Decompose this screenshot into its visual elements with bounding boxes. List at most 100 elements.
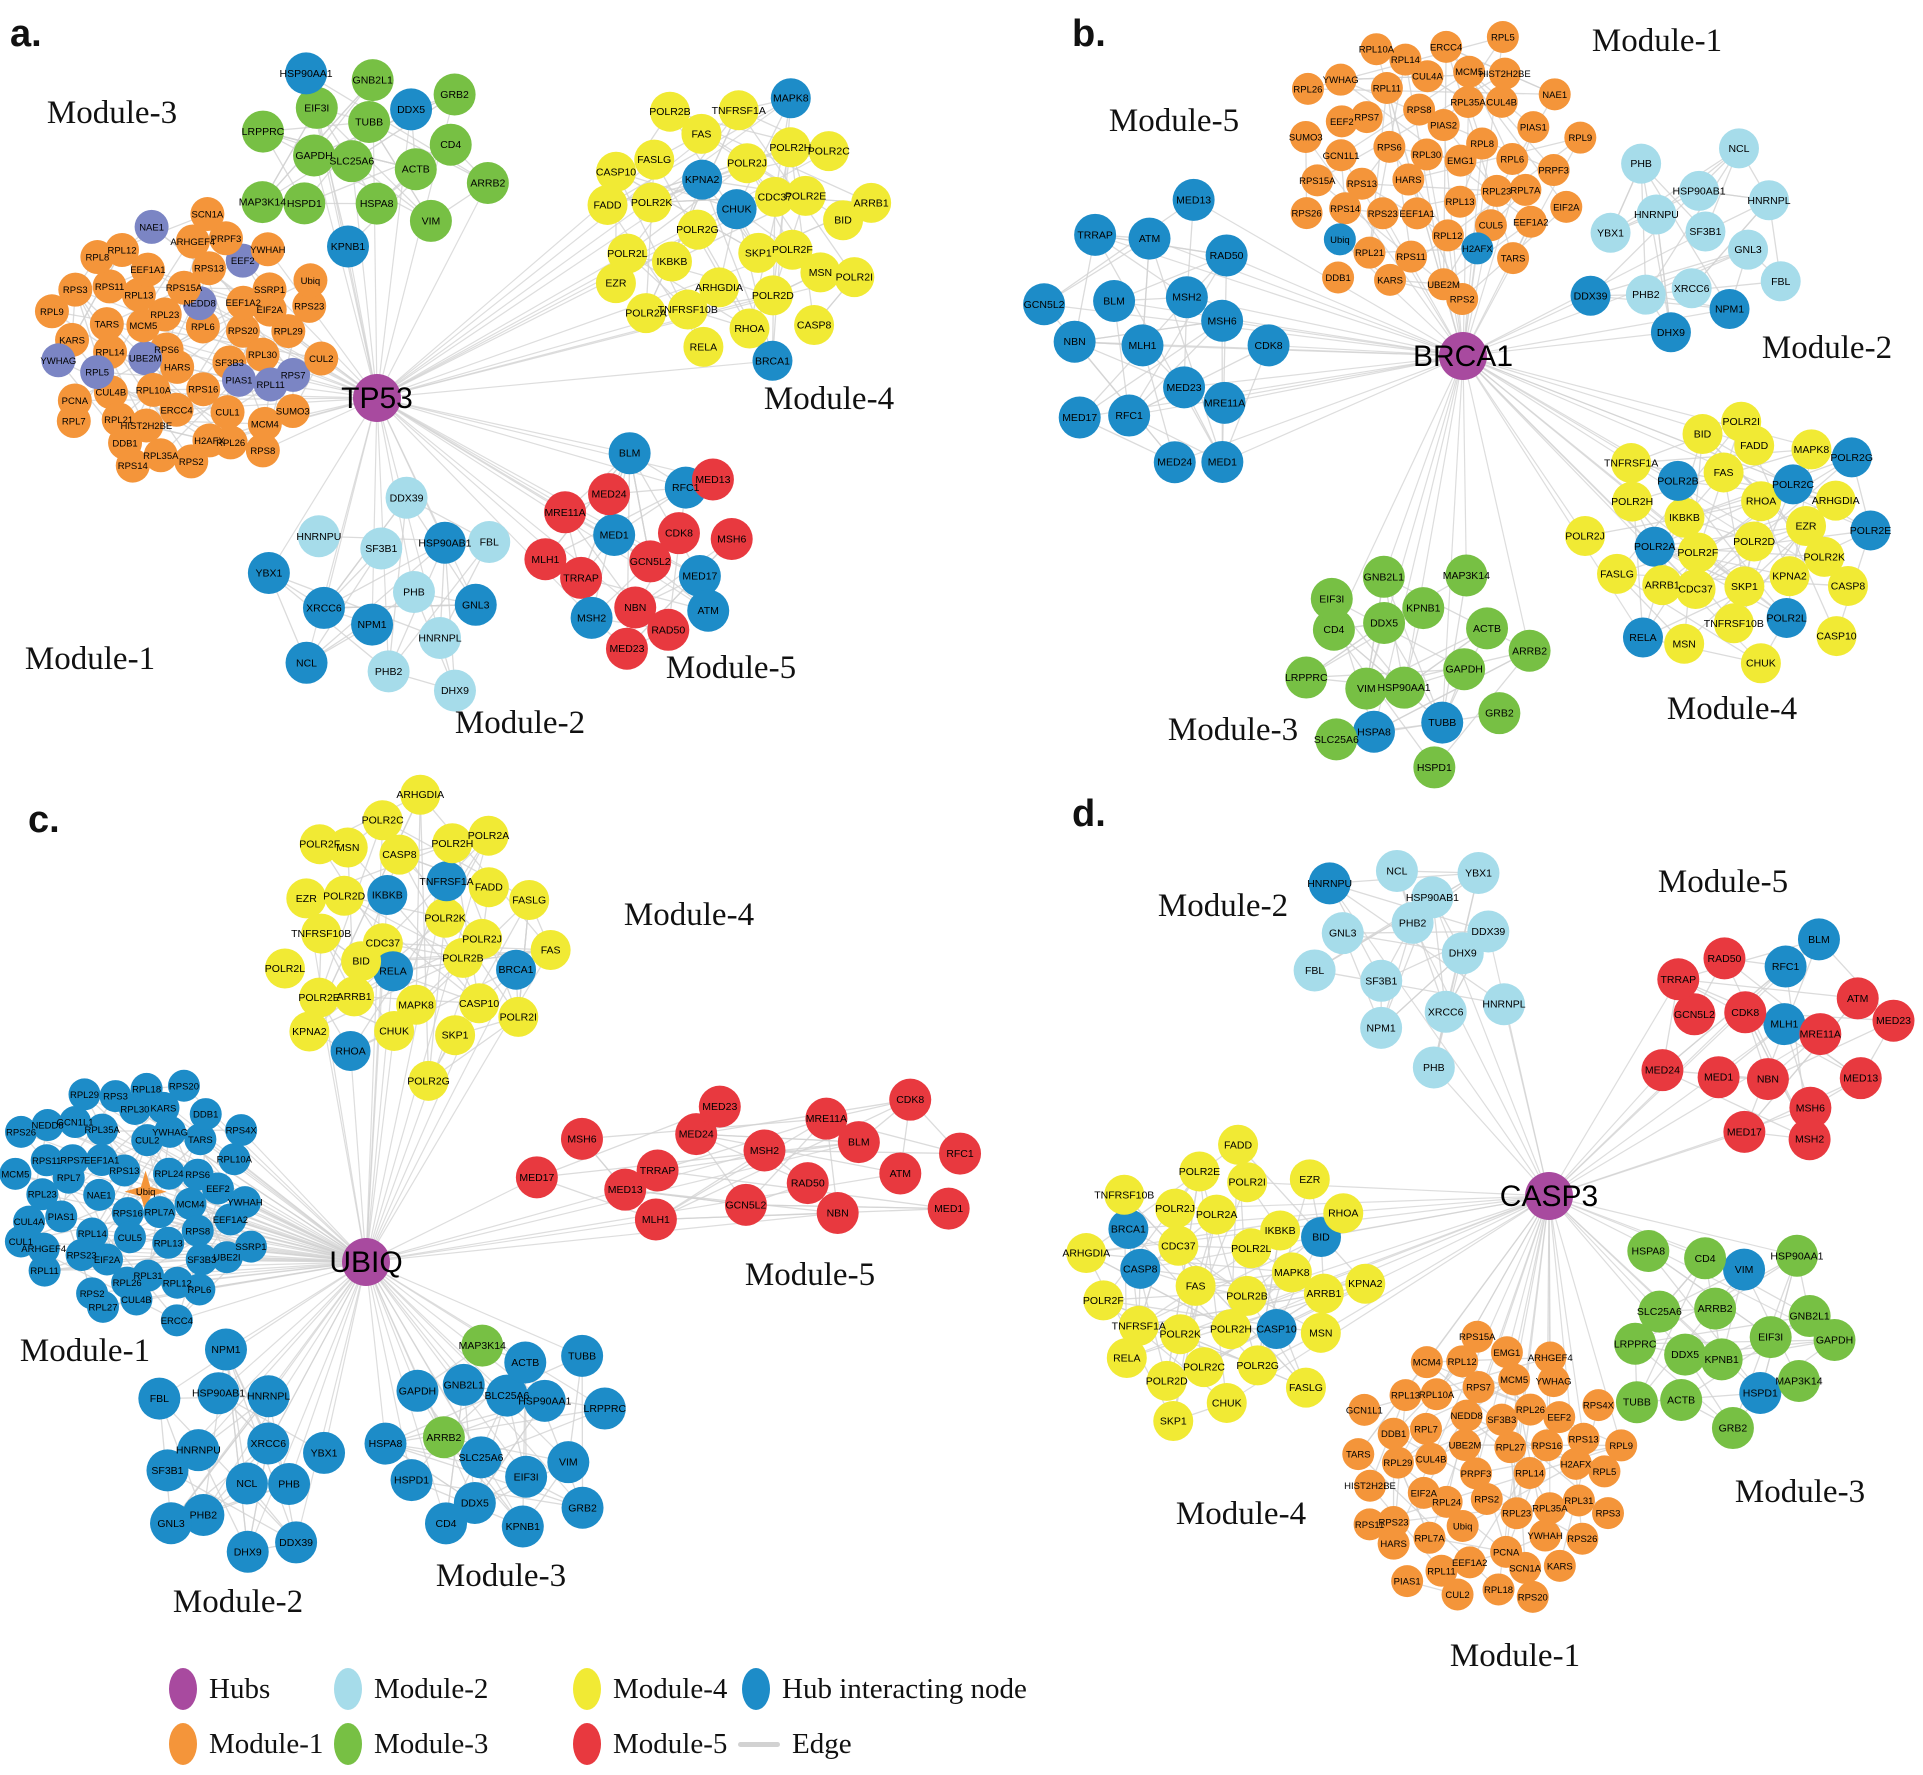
node-POLR2A[interactable] xyxy=(1634,526,1675,567)
node-POLR2I[interactable] xyxy=(834,257,875,298)
node-ARHGEF4[interactable] xyxy=(175,224,210,259)
node-RPS23[interactable] xyxy=(292,288,327,323)
node-HNRNPU[interactable] xyxy=(1308,862,1351,905)
node-SKP1[interactable] xyxy=(1153,1401,1194,1442)
node-MRE11A[interactable] xyxy=(805,1097,848,1140)
node-RPL10A[interactable] xyxy=(1360,33,1393,66)
node-TNFRSF1A[interactable] xyxy=(1118,1305,1159,1346)
node-TRRAP[interactable] xyxy=(1074,213,1117,256)
node-PHB[interactable] xyxy=(1621,143,1662,184)
node-BLM[interactable] xyxy=(1797,918,1840,961)
node-PHB2[interactable] xyxy=(367,650,410,693)
node-FBL[interactable] xyxy=(138,1377,181,1420)
node-CASP10[interactable] xyxy=(596,151,637,192)
node-CDK8[interactable] xyxy=(1247,324,1290,367)
node-GCN1L1[interactable] xyxy=(59,1106,92,1139)
node-ARRB1[interactable] xyxy=(334,976,375,1017)
node-HSPD1[interactable] xyxy=(1413,746,1456,789)
node-POLR2A[interactable] xyxy=(468,815,509,856)
node-HNRNPL[interactable] xyxy=(418,617,461,660)
node-MED17[interactable] xyxy=(678,554,721,597)
node-MRE11A[interactable] xyxy=(544,491,587,534)
node-POLR2B[interactable] xyxy=(1657,460,1698,501)
node-UBE2M[interactable] xyxy=(1448,1429,1481,1462)
node-Ubiq[interactable] xyxy=(1323,223,1356,256)
node-EZR[interactable] xyxy=(595,263,636,304)
node-IKBKB[interactable] xyxy=(1260,1210,1301,1251)
node-RPL9[interactable] xyxy=(1605,1429,1638,1462)
node-POLR2A[interactable] xyxy=(1196,1194,1237,1235)
node-DDX39[interactable] xyxy=(275,1521,318,1564)
node-DHX9[interactable] xyxy=(226,1530,269,1573)
node-ARRB2[interactable] xyxy=(466,161,509,204)
node-NBN[interactable] xyxy=(1746,1058,1789,1101)
hub-node-CASP3[interactable] xyxy=(1525,1172,1573,1220)
node-KPNB1[interactable] xyxy=(327,225,370,268)
node-RAD50[interactable] xyxy=(647,608,690,651)
node-RPL11[interactable] xyxy=(1425,1554,1458,1587)
node-ARHGEF4[interactable] xyxy=(1534,1341,1567,1374)
node-PHB2[interactable] xyxy=(182,1494,225,1537)
node-RPS7[interactable] xyxy=(276,357,311,392)
node-NCL[interactable] xyxy=(1718,128,1759,169)
node-POLR2K[interactable] xyxy=(1804,536,1845,577)
node-POLR2G[interactable] xyxy=(1831,437,1872,478)
node-MSH6[interactable] xyxy=(1201,299,1244,342)
node-EIF2A[interactable] xyxy=(1550,190,1583,223)
node-HSPA8[interactable] xyxy=(355,182,398,225)
node-CUL4B[interactable] xyxy=(1415,1442,1448,1475)
node-ARRB2[interactable] xyxy=(422,1416,465,1459)
node-RPL5[interactable] xyxy=(1486,21,1519,54)
node-MCM4[interactable] xyxy=(247,406,282,441)
node-LRPPRC[interactable] xyxy=(241,110,284,153)
node-POLR2H[interactable] xyxy=(432,823,473,864)
node-Ubiq[interactable] xyxy=(293,263,328,298)
node-MLH1[interactable] xyxy=(1763,1003,1806,1046)
node-CASP8[interactable] xyxy=(794,305,835,346)
node-SF3B1[interactable] xyxy=(1685,211,1726,252)
node-ACTB[interactable] xyxy=(504,1341,547,1384)
node-POLR2L[interactable] xyxy=(1766,597,1807,638)
node-RPS26[interactable] xyxy=(1566,1522,1599,1555)
node-MAPK8[interactable] xyxy=(396,984,437,1025)
node-GRB2[interactable] xyxy=(561,1486,604,1529)
node-EEF1A1[interactable] xyxy=(1401,197,1434,230)
node-HNRNPU[interactable] xyxy=(297,515,340,558)
node-EEF2[interactable] xyxy=(1543,1401,1576,1434)
node-MCM4[interactable] xyxy=(174,1187,207,1220)
node-FADD[interactable] xyxy=(468,867,509,908)
node-POLR2C[interactable] xyxy=(1773,464,1814,505)
node-ATM[interactable] xyxy=(1836,977,1879,1020)
node-HARS[interactable] xyxy=(160,349,195,384)
node-VIM[interactable] xyxy=(1723,1248,1766,1291)
node-ACTB[interactable] xyxy=(1466,607,1509,650)
node-MAP3K14[interactable] xyxy=(1445,554,1488,597)
node-MED24[interactable] xyxy=(588,473,631,516)
node-GRB2[interactable] xyxy=(1478,692,1521,735)
node-NPM1[interactable] xyxy=(351,603,394,646)
node-YBX1[interactable] xyxy=(303,1431,346,1474)
node-CUL5[interactable] xyxy=(1474,209,1507,242)
node-FADD[interactable] xyxy=(587,184,628,225)
node-BRCA1[interactable] xyxy=(752,340,793,381)
node-MED1[interactable] xyxy=(927,1187,970,1230)
node-ACTB[interactable] xyxy=(394,148,437,191)
node-MLH1[interactable] xyxy=(634,1198,677,1241)
node-HNRNPL[interactable] xyxy=(1482,983,1525,1026)
node-MED1[interactable] xyxy=(1201,440,1244,483)
node-MED13[interactable] xyxy=(604,1168,647,1211)
node-GAPDH[interactable] xyxy=(293,134,336,177)
node-MSH2[interactable] xyxy=(1788,1118,1831,1161)
node-RPL7A[interactable] xyxy=(1509,173,1542,206)
node-RHOA[interactable] xyxy=(729,308,770,349)
node-RPL14[interactable] xyxy=(1513,1457,1546,1490)
node-RFC1[interactable] xyxy=(939,1132,982,1175)
node-KARS[interactable] xyxy=(1374,263,1407,296)
node-SKP1[interactable] xyxy=(435,1015,476,1056)
node-LRPPRC[interactable] xyxy=(1285,656,1328,699)
node-IKBKB[interactable] xyxy=(651,241,692,282)
node-YWHAH[interactable] xyxy=(229,1186,262,1219)
node-TARS[interactable] xyxy=(1497,242,1530,275)
node-EZR[interactable] xyxy=(1289,1159,1330,1200)
node-RPL18[interactable] xyxy=(1482,1573,1515,1606)
